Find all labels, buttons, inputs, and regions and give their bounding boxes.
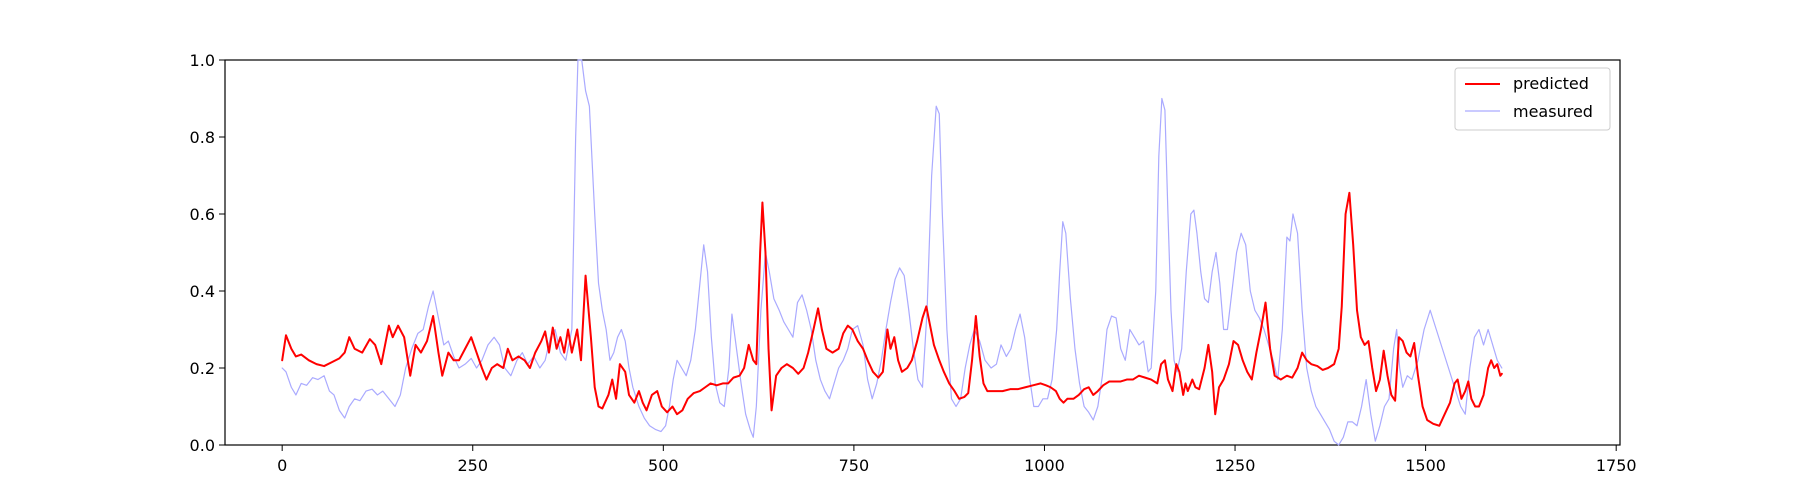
y-tick-label: 0.8 — [190, 128, 215, 147]
series-line-measured — [281, 59, 1503, 446]
y-tick-label: 0.4 — [190, 282, 215, 301]
y-tick-label: 0.0 — [190, 436, 215, 455]
legend-label-predicted: predicted — [1513, 74, 1589, 93]
series-layer — [281, 59, 1503, 446]
plot-area — [224, 59, 1621, 446]
x-tick-label: 1000 — [1024, 456, 1065, 475]
y-tick-label: 0.2 — [190, 359, 215, 378]
y-tick-label: 1.0 — [190, 51, 215, 70]
x-tick-label: 1250 — [1215, 456, 1256, 475]
x-axis: 0 250 500 750 1000 1250 1500 1750 — [277, 445, 1637, 475]
x-tick-label: 250 — [457, 456, 488, 475]
y-axis: 0.0 0.2 0.4 0.6 0.8 1.0 — [190, 51, 225, 455]
y-tick-label: 0.6 — [190, 205, 215, 224]
x-tick-label: 1500 — [1405, 456, 1446, 475]
x-tick-label: 1750 — [1596, 456, 1637, 475]
x-tick-label: 500 — [648, 456, 679, 475]
x-tick-label: 0 — [277, 456, 287, 475]
x-tick-label: 750 — [839, 456, 870, 475]
legend: predicted measured — [1454, 67, 1611, 131]
series-line-predicted — [281, 191, 1503, 427]
legend-label-measured: measured — [1513, 102, 1593, 121]
